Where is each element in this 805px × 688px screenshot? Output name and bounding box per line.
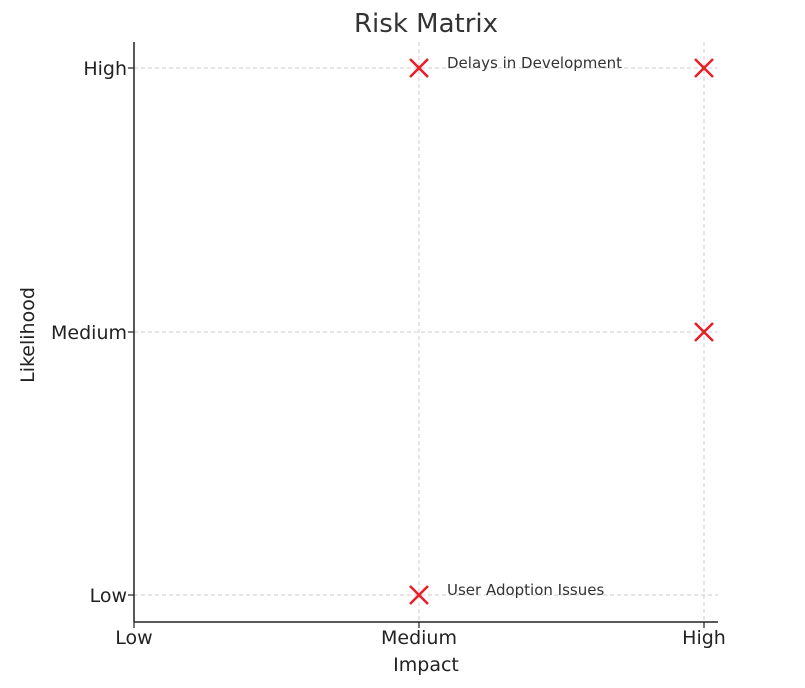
y-tick-label: High (83, 58, 127, 80)
annotations-layer: Delays in Development User Adoption Issue… (447, 54, 622, 599)
point-annotation: User Adoption Issues (447, 581, 604, 599)
points-layer (409, 58, 714, 605)
x-tick-label: Low (115, 627, 152, 649)
x-axis-label: Impact (393, 654, 459, 676)
point-annotation: Delays in Development (447, 54, 622, 72)
x-tick-label: High (682, 627, 726, 649)
y-axis-label: Likelihood (17, 287, 39, 383)
data-point-x-marker (694, 322, 714, 342)
y-tick-label: Low (90, 585, 127, 607)
ticks-layer: Low Medium High Low Medium High (51, 58, 726, 649)
x-tick-label: Medium (381, 627, 457, 649)
y-tick-label: Medium (51, 322, 127, 344)
data-point-x-marker (694, 58, 714, 78)
data-point-x-marker (409, 58, 429, 78)
data-point-x-marker (409, 585, 429, 605)
chart-title: Risk Matrix (354, 9, 498, 39)
grid-layer (133, 42, 718, 622)
